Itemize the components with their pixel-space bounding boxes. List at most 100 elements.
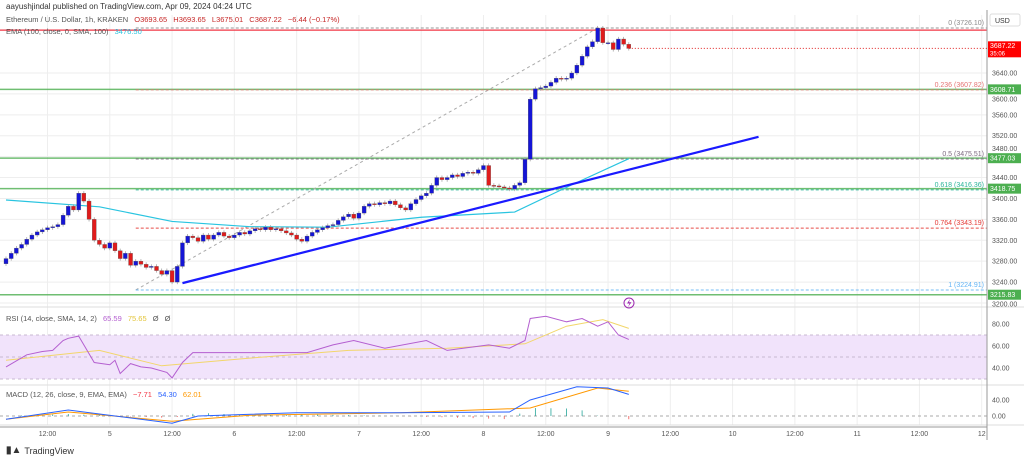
time-tick-label: 12:00 [39, 431, 57, 438]
candle-down [71, 206, 76, 211]
candles [3, 25, 631, 285]
candle-up [45, 227, 50, 230]
candle-up [304, 235, 310, 242]
candle-up [569, 72, 574, 79]
macd-legend[interactable]: MACD (12, 26, close, 9, EMA, EMA) −7.71 … [6, 390, 206, 399]
candle-up [579, 56, 585, 66]
support-price-tag [988, 183, 1021, 194]
tradingview-logo[interactable]: ▮▲ TradingView [6, 445, 74, 456]
symbol-name[interactable]: Ethereum / U.S. Dollar, 1h, KRAKEN [6, 15, 129, 24]
rsi-sma-value: 75.65 [127, 314, 147, 323]
candle-up [574, 65, 580, 74]
candle-down [600, 27, 605, 43]
time-tick-label: 8 [482, 431, 486, 438]
open-value: O3693.65 [134, 15, 168, 24]
candle-up [595, 27, 600, 42]
candle-down [398, 204, 403, 209]
candle-down [621, 38, 626, 45]
candle-down [138, 261, 144, 265]
candle-up [419, 195, 424, 200]
fib-level-label: 0 (3726.10) [948, 20, 984, 27]
support-price-tag [988, 289, 1021, 300]
candle-up [40, 229, 45, 233]
candle-up [330, 224, 336, 226]
candle-up [346, 213, 351, 217]
candle-up [3, 258, 9, 264]
candle-up [175, 266, 180, 283]
candle-up [341, 216, 346, 221]
time-tick-label: 7 [357, 431, 361, 438]
candle-up [263, 227, 268, 230]
axes: 12:00 5 12:00 6 12:00 7 12:00 8 12:00 9 12:00 10 12:… [0, 10, 1024, 440]
price-tick-label: 3600.00 [992, 96, 1017, 103]
macd-line [5, 386, 629, 424]
trendline [182, 135, 759, 285]
tradingview-logo-text: TradingView [24, 445, 74, 456]
candle-up [429, 185, 434, 194]
price-tick-label: 3200.00 [992, 302, 1017, 309]
price-tick-label: 3400.00 [992, 196, 1017, 203]
candle-up [180, 242, 185, 267]
candle-up [66, 206, 71, 216]
candle-up [19, 244, 24, 249]
candle-down [154, 266, 159, 271]
candle-up [55, 224, 61, 227]
candle-up [273, 228, 279, 230]
rsi-extra-2: Ø [164, 314, 171, 323]
candle-up [605, 42, 611, 44]
rsi-legend[interactable]: RSI (14, close, SMA, 14, 2) 65.59 75.65 … [6, 314, 175, 323]
price-tick-label: 3480.00 [992, 146, 1017, 153]
candle-up [460, 173, 465, 177]
candle-up [476, 169, 481, 174]
fibonacci-retracement: 0 (3726.10) 0.236 (3607.82) 0.5 (3475.51) 0… [135, 20, 987, 291]
candle-down [382, 202, 388, 204]
current-price-label: 3687.22 [990, 43, 1015, 50]
tradingview-logo-icon: ▮▲ [6, 445, 22, 456]
candle-up [34, 231, 40, 236]
time-tick-label: 12:00 [662, 431, 680, 438]
candle-down [299, 239, 304, 242]
price-tick-label: 3240.00 [992, 280, 1017, 287]
candle-down [439, 177, 445, 180]
candle-up [336, 220, 341, 225]
lightning-icon[interactable] [623, 297, 635, 309]
candle-down [169, 270, 175, 283]
rsi-tick-label: 80.00 [992, 322, 1010, 329]
price-tick-label: 3320.00 [992, 238, 1017, 245]
rsi-panel [5, 315, 629, 379]
macd-label: MACD (12, 26, close, 9, EMA, EMA) [6, 390, 127, 399]
candle-up [512, 185, 517, 190]
support-price-label: 3477.03 [990, 156, 1015, 163]
fib-level-label: 0.5 (3475.51) [942, 151, 984, 158]
time-tick-label: 12:00 [412, 431, 430, 438]
time-tick-label: 12:00 [537, 431, 555, 438]
candle-up [310, 232, 315, 237]
ema-legend[interactable]: EMA (100, close, 0, SMA, 100) 3476.50 [6, 27, 146, 36]
macd-tick-label: 40.00 [992, 398, 1010, 405]
time-tick-label: 12 [978, 431, 986, 438]
candle-down [611, 42, 616, 50]
candle-up [367, 203, 372, 207]
symbol-legend: Ethereum / U.S. Dollar, 1h, KRAKEN O3693… [6, 15, 344, 24]
candle-down [206, 234, 211, 240]
fib-level-label: 0.236 (3607.82) [935, 82, 984, 89]
candle-down [143, 264, 149, 268]
candle-down [496, 185, 502, 188]
support-price-tag [988, 84, 1021, 95]
candle-down [268, 227, 273, 230]
macd-signal-line [5, 387, 629, 422]
rsi-line [5, 315, 629, 379]
candle-down [455, 174, 460, 177]
time-tick-label: 12:00 [911, 431, 929, 438]
candle-down [86, 200, 92, 220]
rsi-tick-label: 40.00 [992, 366, 1010, 373]
candle-up [320, 227, 325, 230]
rsi-tick-label: 60.00 [992, 344, 1010, 351]
candle-up [387, 200, 393, 204]
candle-down [284, 230, 289, 234]
bullish-trendline [182, 135, 759, 285]
macd-panel [0, 386, 987, 424]
candle-up [450, 174, 455, 178]
candle-down [372, 203, 377, 205]
